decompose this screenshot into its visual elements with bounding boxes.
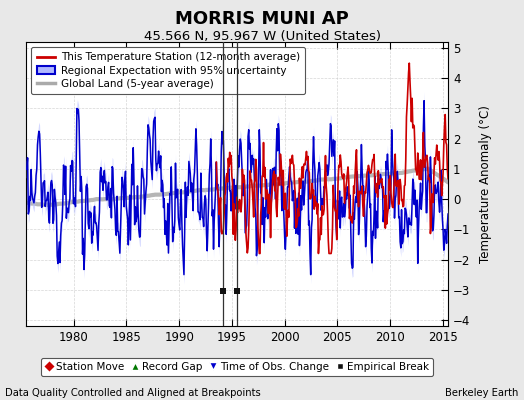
Text: Data Quality Controlled and Aligned at Breakpoints: Data Quality Controlled and Aligned at B… [5,388,261,398]
Legend: Station Move, Record Gap, Time of Obs. Change, Empirical Break: Station Move, Record Gap, Time of Obs. C… [41,358,433,376]
Text: Berkeley Earth: Berkeley Earth [445,388,519,398]
Y-axis label: Temperature Anomaly (°C): Temperature Anomaly (°C) [478,105,492,263]
Text: 45.566 N, 95.967 W (United States): 45.566 N, 95.967 W (United States) [144,30,380,43]
Text: MORRIS MUNI AP: MORRIS MUNI AP [175,10,349,28]
